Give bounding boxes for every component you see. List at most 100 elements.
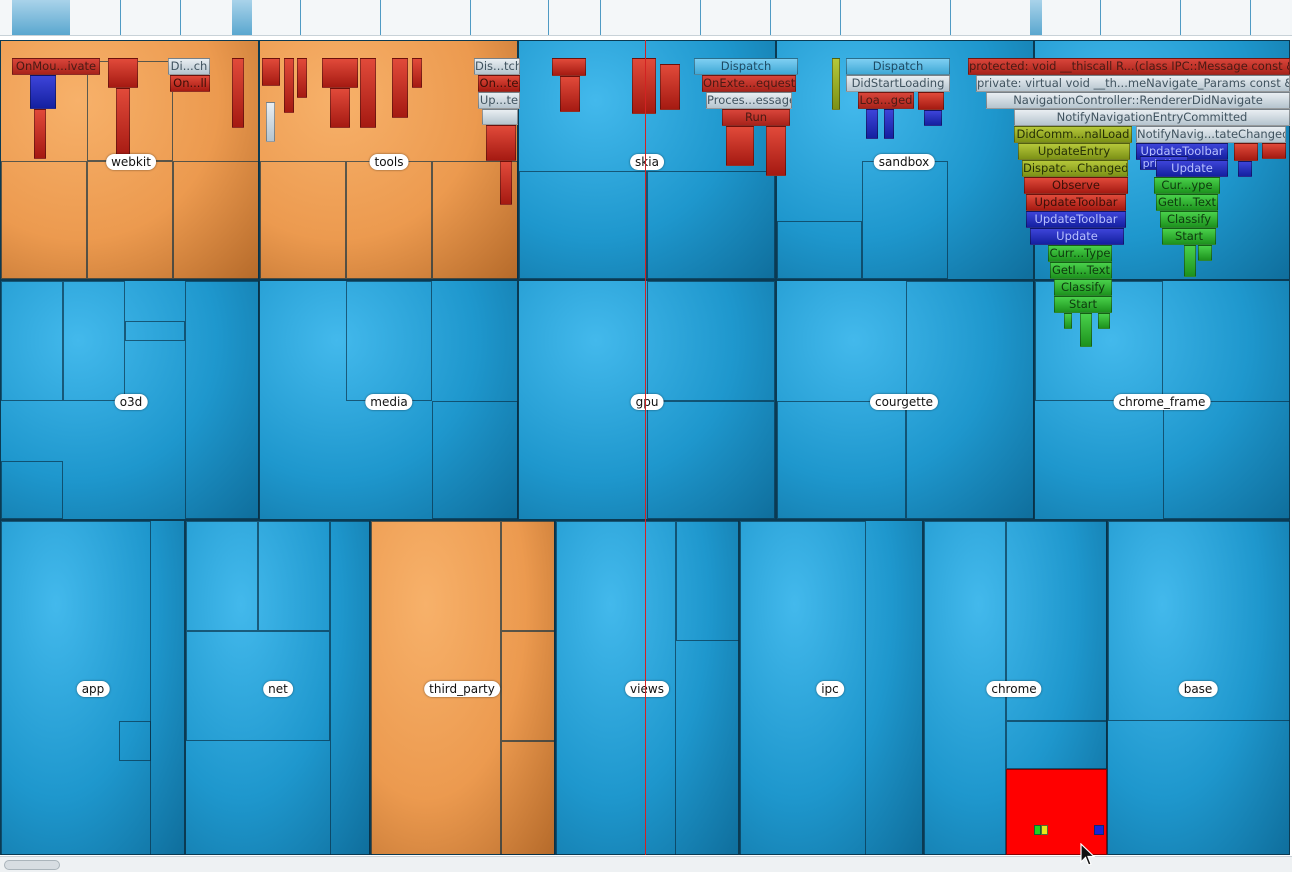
timeline-tick — [1180, 0, 1181, 35]
subcell — [1034, 825, 1041, 835]
flame-frame[interactable]: Di...ch — [168, 58, 210, 75]
subcell — [777, 401, 906, 519]
subcell — [1, 161, 87, 279]
module-label-views: views — [625, 681, 669, 697]
flame-stem — [30, 75, 56, 109]
subcell — [186, 521, 258, 631]
subcell — [125, 321, 185, 341]
time-cursor-line[interactable] — [645, 40, 646, 855]
subcell — [63, 281, 125, 401]
flame-stem — [1080, 313, 1092, 347]
subcell — [185, 281, 259, 519]
flame-frame[interactable]: DidComm...nalLoad — [1014, 126, 1132, 143]
subcell — [501, 521, 555, 631]
module-label-o3d: o3d — [114, 394, 148, 410]
subcell — [260, 161, 346, 279]
subcell — [1006, 721, 1107, 769]
timeline-tick — [1100, 0, 1101, 35]
subcell — [87, 161, 173, 279]
subcell — [371, 521, 501, 855]
flame-frame[interactable]: Run — [722, 109, 790, 126]
flame-frame[interactable]: Dis...tch — [474, 58, 520, 75]
flame-stem — [262, 58, 280, 86]
module-courgette[interactable] — [776, 280, 1034, 520]
subcell — [1163, 401, 1290, 519]
flame-frame[interactable]: UpdateToolbar — [1026, 211, 1126, 228]
module-label-webkit: webkit — [106, 154, 156, 170]
subcell — [740, 521, 866, 855]
flame-stem — [297, 58, 307, 98]
flame-frame[interactable]: UpdateEntry — [1018, 143, 1130, 160]
flame-frame[interactable]: Loa...ged — [858, 92, 914, 109]
flame-frame[interactable]: On...ll — [170, 75, 210, 92]
highlighted-subcell[interactable] — [1006, 769, 1107, 855]
subcell — [119, 721, 151, 761]
flame-stem — [116, 88, 130, 158]
timeline-overview[interactable] — [0, 0, 1292, 36]
flame-frame[interactable]: Classify — [1054, 279, 1112, 296]
flame-stem — [500, 161, 512, 205]
flame-frame[interactable]: protected: void __thiscall R...(class IP… — [968, 58, 1290, 75]
flame-frame[interactable]: Cur...ype — [1154, 177, 1220, 194]
module-chrome[interactable] — [923, 520, 1107, 855]
subcell — [1094, 825, 1104, 835]
flame-frame[interactable]: Classify — [1160, 211, 1218, 228]
flame-stem — [552, 58, 586, 76]
module-label-base: base — [1178, 681, 1218, 697]
flame-frame[interactable]: Up...te — [478, 92, 520, 109]
flame-stem — [918, 92, 944, 110]
timeline-band — [1030, 0, 1042, 35]
flame-stem — [1184, 245, 1196, 277]
subcell — [432, 161, 518, 279]
subcell — [1, 461, 63, 519]
subcell — [647, 281, 775, 401]
flame-stem — [232, 58, 244, 128]
flame-frame[interactable]: Start — [1054, 296, 1112, 313]
flame-frame[interactable]: OnExte...equest — [702, 75, 796, 92]
flame-frame[interactable]: Start — [1162, 228, 1216, 245]
flame-stem — [1064, 313, 1072, 329]
flame-stem — [1262, 143, 1286, 159]
flame-stem — [482, 109, 518, 125]
flame-frame[interactable]: Observe — [1024, 177, 1128, 194]
flame-frame[interactable]: Curr...Type — [1048, 245, 1112, 262]
flame-frame[interactable]: private: virtual void __th...meNavigate_… — [976, 75, 1290, 92]
flame-frame[interactable]: OnMou...ivate — [12, 58, 100, 75]
flame-stem — [322, 58, 358, 88]
flame-frame[interactable]: Dispatc...Changed — [1022, 160, 1128, 177]
timeline-tick — [120, 0, 121, 35]
module-label-chrome-frame: chrome_frame — [1113, 394, 1211, 410]
flame-stem — [360, 58, 376, 128]
flame-frame[interactable]: Dispatch — [694, 58, 798, 75]
module-label-net: net — [263, 681, 293, 697]
subcell — [258, 521, 330, 631]
subcell — [647, 401, 775, 519]
flame-frame[interactable]: NotifyNavig...tateChanged — [1136, 126, 1286, 143]
scrollbar-thumb[interactable] — [4, 860, 60, 870]
timeline-tick — [600, 0, 601, 35]
flame-stem — [924, 110, 942, 126]
flame-stem — [1238, 161, 1252, 177]
flame-frame[interactable]: UpdateToolbar — [1026, 194, 1126, 211]
flame-stem — [392, 58, 408, 118]
flame-frame[interactable]: NavigationController::RendererDidNavigat… — [986, 92, 1290, 109]
flame-frame[interactable]: On...te — [478, 75, 520, 92]
flame-frame[interactable]: Update — [1030, 228, 1124, 245]
module-label-app: app — [76, 681, 110, 697]
flame-stem — [832, 58, 840, 110]
flame-frame[interactable]: Dispatch — [846, 58, 950, 75]
flame-frame[interactable]: NotifyNavigationEntryCommitted — [1014, 109, 1290, 126]
timeline-tick — [180, 0, 181, 35]
flame-stem — [34, 109, 46, 159]
horizontal-scrollbar[interactable] — [0, 856, 1292, 872]
flame-stem — [560, 76, 580, 112]
subcell — [1, 521, 151, 855]
flame-frame[interactable]: DidStartLoading — [846, 75, 950, 92]
flame-frame[interactable]: GetI...Text — [1050, 262, 1112, 279]
flame-frame[interactable]: Update — [1156, 160, 1228, 177]
flame-frame[interactable]: UpdateToolbar — [1136, 143, 1228, 160]
timeline-tick — [548, 0, 549, 35]
flame-frame[interactable]: Proces...essage — [706, 92, 792, 109]
flame-stem — [1198, 245, 1212, 261]
flame-frame[interactable]: GetI...Text — [1156, 194, 1218, 211]
